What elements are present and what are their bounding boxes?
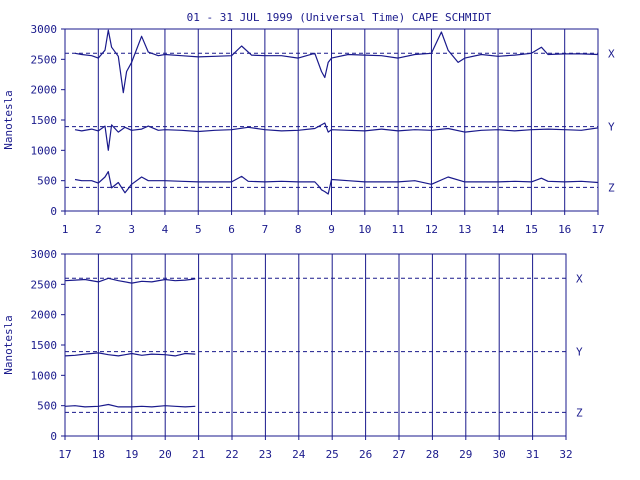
x-tick-label: 1 xyxy=(62,223,69,236)
y-tick-label: 500 xyxy=(37,175,57,188)
x-tick-label: 23 xyxy=(259,448,272,461)
y-tick-label: 3000 xyxy=(31,23,58,36)
y-tick-label: 2000 xyxy=(31,84,58,97)
x-tick-label: 2 xyxy=(95,223,102,236)
y-tick-label: 1000 xyxy=(31,144,58,157)
x-tick-label: 19 xyxy=(125,448,138,461)
y-tick-label: 0 xyxy=(50,205,57,218)
component-label-x: X xyxy=(608,47,615,60)
x-tick-label: 18 xyxy=(92,448,105,461)
series-line-z xyxy=(64,403,196,408)
y-tick-label: 500 xyxy=(37,400,57,413)
series-line-z xyxy=(74,171,599,195)
x-tick-label: 20 xyxy=(159,448,172,461)
series-line-y xyxy=(74,122,599,151)
x-tick-label: 31 xyxy=(526,448,539,461)
x-tick-label: 32 xyxy=(559,448,572,461)
x-tick-label: 14 xyxy=(491,223,505,236)
x-tick-label: 7 xyxy=(262,223,269,236)
x-tick-label: 15 xyxy=(525,223,538,236)
y-tick-label: 1000 xyxy=(31,369,58,382)
y-tick-label: 1500 xyxy=(31,339,58,352)
x-tick-label: 8 xyxy=(295,223,302,236)
panel-bottom: 0 500 1000 1500 2000 2500 3000 17 18 19 20 21 22 23 24… xyxy=(2,248,583,461)
component-label-y: Y xyxy=(576,346,583,359)
x-tick-label: 22 xyxy=(225,448,238,461)
x-tick-label: 25 xyxy=(326,448,339,461)
y-tick-label: 3000 xyxy=(31,248,58,261)
y-axis-label: Nanotesla xyxy=(2,315,15,375)
x-tick-label: 21 xyxy=(192,448,205,461)
x-tick-label: 17 xyxy=(58,448,71,461)
x-tick-label: 28 xyxy=(426,448,439,461)
y-tick-label: 1500 xyxy=(31,114,58,127)
component-label-z: Z xyxy=(608,181,615,194)
component-label-z: Z xyxy=(576,406,583,419)
series-line-x xyxy=(74,29,599,94)
series-line-x xyxy=(64,277,196,284)
x-tick-label: 24 xyxy=(292,448,306,461)
y-tick-label: 0 xyxy=(50,430,57,443)
x-tick-label: 27 xyxy=(392,448,405,461)
series-line-y xyxy=(64,352,196,357)
x-tick-label: 16 xyxy=(558,223,571,236)
x-tick-label: 3 xyxy=(128,223,135,236)
x-tick-label: 17 xyxy=(591,223,604,236)
x-tick-label: 30 xyxy=(493,448,506,461)
y-tick-label: 2500 xyxy=(31,278,58,291)
x-tick-label: 9 xyxy=(328,223,335,236)
x-tick-label: 26 xyxy=(359,448,372,461)
component-label-y: Y xyxy=(608,121,615,134)
x-tick-label: 4 xyxy=(162,223,169,236)
component-label-x: X xyxy=(576,272,583,285)
x-tick-label: 5 xyxy=(195,223,202,236)
y-tick-label: 2000 xyxy=(31,309,58,322)
y-axis-label: Nanotesla xyxy=(2,90,15,150)
y-tick-label: 2500 xyxy=(31,53,58,66)
x-tick-label: 10 xyxy=(358,223,371,236)
chart-title: 01 - 31 JUL 1999 (Universal Time) CAPE S… xyxy=(187,11,492,24)
x-tick-label: 13 xyxy=(458,223,471,236)
x-tick-label: 11 xyxy=(392,223,405,236)
x-tick-label: 29 xyxy=(459,448,472,461)
x-tick-label: 6 xyxy=(228,223,235,236)
x-tick-label: 12 xyxy=(425,223,438,236)
